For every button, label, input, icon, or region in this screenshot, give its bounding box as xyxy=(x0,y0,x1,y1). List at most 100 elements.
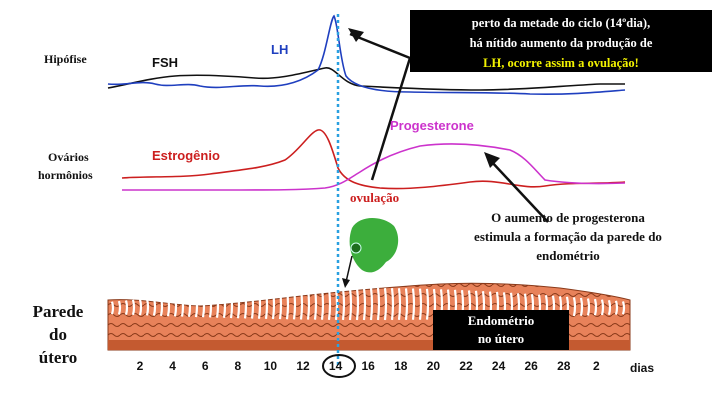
day-tick-label: 10 xyxy=(263,359,278,373)
gland-streak xyxy=(208,293,213,318)
gland-streak xyxy=(383,287,388,321)
lh-label: LH xyxy=(271,42,289,57)
gland-streak xyxy=(243,291,248,319)
gland-streak xyxy=(600,299,605,316)
day-14-highlight xyxy=(322,354,356,378)
uterus-label-line2: do xyxy=(49,325,67,344)
gland-streak xyxy=(299,289,304,320)
gland-streak xyxy=(187,295,192,318)
uterus-label: Parede do útero xyxy=(18,300,98,369)
day-tick-label: 22 xyxy=(459,359,473,373)
gland-streak xyxy=(138,299,143,316)
gland-streak xyxy=(376,287,381,321)
callout-line2: há nítido aumento da produção de xyxy=(469,36,653,50)
gland-streak xyxy=(250,291,255,319)
gland-streak xyxy=(369,287,374,321)
gland-streak xyxy=(131,299,136,316)
uterus-base-layer xyxy=(108,340,630,350)
day-tick-label: 2 xyxy=(136,359,144,373)
gland-streak xyxy=(607,299,612,316)
estrogen-curve xyxy=(121,129,626,190)
gland-streak xyxy=(572,297,577,317)
callout-line1: perto da metade do ciclo (14ºdia), xyxy=(471,16,651,30)
gland-streak xyxy=(621,301,626,315)
days-unit-label: dias xyxy=(630,361,655,375)
gland-streak xyxy=(418,288,423,320)
gland-streak xyxy=(257,290,262,319)
day-tick-label: 12 xyxy=(296,359,310,373)
gland-streak xyxy=(278,289,283,320)
day-tick-label: 20 xyxy=(426,359,441,373)
gland-streak xyxy=(313,288,318,320)
gland-streak xyxy=(320,288,325,320)
gland-streak xyxy=(222,292,227,319)
endometrium-label: Endométrio no útero xyxy=(433,310,569,350)
lh-curve xyxy=(107,14,626,95)
hormones-label: hormônios xyxy=(38,168,93,182)
gland-streak xyxy=(593,298,598,316)
fsh-label: FSH xyxy=(152,55,178,70)
gland-streak xyxy=(215,293,220,318)
day-tick-label: 16 xyxy=(361,359,375,373)
progesterone-label: Progesterone xyxy=(390,118,474,133)
day-tick-label: 28 xyxy=(557,359,571,373)
progesterone-note-line1: O aumento de progesterona xyxy=(491,210,645,225)
gland-streak xyxy=(173,296,178,317)
gland-streak xyxy=(264,290,269,320)
gland-streak xyxy=(614,300,619,315)
gland-streak xyxy=(159,297,164,317)
gland-streak xyxy=(390,287,395,321)
endometrium-line1: Endométrio xyxy=(467,313,535,328)
gland-streak xyxy=(362,287,367,321)
estrogen-label: Estrogênio xyxy=(152,148,220,163)
day-tick-label: 18 xyxy=(394,359,408,373)
gland-streak xyxy=(285,289,290,320)
gland-streak xyxy=(110,301,115,315)
progesterone-note-line2: estimula a formação da parede do xyxy=(474,229,662,244)
day-tick-label: 26 xyxy=(524,359,538,373)
uterus-label-line3: útero xyxy=(38,348,78,367)
gland-streak xyxy=(201,294,206,318)
gland-streak xyxy=(117,300,122,315)
day-tick-label: 14 xyxy=(328,359,343,373)
gland-streak xyxy=(327,288,332,320)
gland-streak xyxy=(397,288,402,321)
gland-streak xyxy=(194,294,199,318)
gland-streak xyxy=(341,288,346,321)
gland-streak xyxy=(355,287,360,321)
callout-arrows xyxy=(348,28,549,223)
gland-streak xyxy=(229,292,234,319)
gland-streak xyxy=(152,297,157,316)
pituitary-label: Hipófise xyxy=(44,52,87,66)
ovaries-label: Ovários xyxy=(48,150,89,164)
gland-streak xyxy=(166,296,171,317)
day-tick-label: 4 xyxy=(169,359,176,373)
gland-streak xyxy=(586,298,591,316)
gland-streak xyxy=(124,300,129,315)
gland-streak xyxy=(404,288,409,320)
uterus-label-line1: Parede xyxy=(32,302,84,321)
gland-streak xyxy=(306,288,311,320)
day-tick-label: 2 xyxy=(593,359,600,373)
callout-line3: LH, ocorre assim a ovulação! xyxy=(483,56,639,70)
progesterone-curve xyxy=(121,143,626,191)
gland-streak xyxy=(271,290,276,320)
gland-streak xyxy=(236,291,241,319)
day-tick-label: 24 xyxy=(491,359,506,373)
progesterone-note-line3: endométrio xyxy=(536,248,600,263)
progesterone-note: O aumento de progesterona estimula a for… xyxy=(418,208,718,265)
day-tick-label: 8 xyxy=(234,359,242,373)
gland-streak xyxy=(292,289,297,320)
fsh-curve xyxy=(107,67,625,91)
gland-streak xyxy=(579,297,584,316)
day-tick-label: 6 xyxy=(201,359,209,373)
ovulated-egg xyxy=(342,218,399,288)
gland-streak xyxy=(411,288,416,320)
gland-streak xyxy=(425,288,430,320)
endometrium-line2: no útero xyxy=(477,331,525,346)
lh-callout: perto da metade do ciclo (14ºdia), há ní… xyxy=(410,10,712,72)
gland-streak xyxy=(180,295,185,317)
ovulation-label: ovulação xyxy=(350,190,400,205)
gland-streak xyxy=(145,298,150,316)
